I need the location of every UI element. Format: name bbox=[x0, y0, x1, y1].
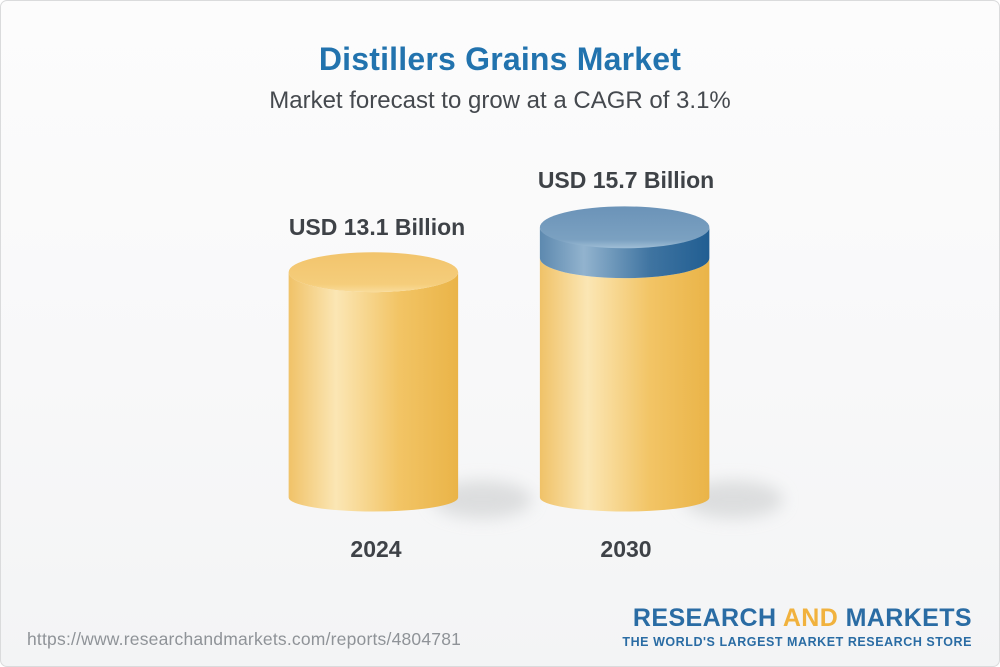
category-label-2024: 2024 bbox=[350, 536, 402, 562]
category-label-2030: 2030 bbox=[600, 536, 652, 562]
research-and-markets-logo: RESEARCH AND MARKETS THE WORLD'S LARGEST… bbox=[622, 606, 972, 650]
logo-word-research: RESEARCH bbox=[632, 604, 777, 632]
logo-tagline: THE WORLD'S LARGEST MARKET RESEARCH STOR… bbox=[622, 635, 972, 649]
logo-wordmark: RESEARCH AND MARKETS bbox=[622, 606, 972, 631]
logo-word-and: AND bbox=[782, 604, 839, 632]
page-subtitle: Market forecast to grow at a CAGR of 3.1… bbox=[269, 87, 731, 114]
bar-2024-cylinder bbox=[288, 252, 459, 512]
bar-2030-base-segment bbox=[539, 258, 710, 512]
page-title: Distillers Grains Market bbox=[318, 41, 682, 77]
bar-2030-cylinder bbox=[539, 206, 710, 512]
bar-2030-growth-segment bbox=[539, 227, 710, 279]
value-label-2030: USD 15.7 Billion bbox=[537, 167, 715, 193]
logo-word-markets: MARKETS bbox=[845, 604, 972, 632]
report-url: https://www.researchandmarkets.com/repor… bbox=[27, 629, 462, 649]
value-label-2024: USD 13.1 Billion bbox=[288, 214, 466, 240]
